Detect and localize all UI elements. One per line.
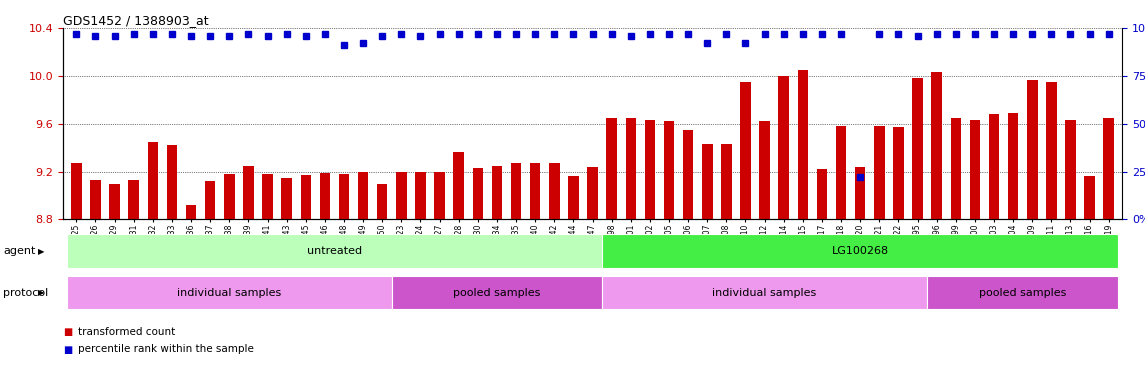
Bar [836,126,846,219]
Text: ■: ■ [63,345,72,354]
Bar [224,174,235,219]
Bar [682,130,694,219]
Bar [282,177,292,219]
Text: percentile rank within the sample: percentile rank within the sample [78,345,254,354]
Bar [759,122,769,219]
Bar [1008,113,1018,219]
Text: untreated: untreated [307,246,362,256]
Bar [377,183,387,219]
Bar [550,163,560,219]
Text: individual samples: individual samples [712,288,816,297]
Bar [1065,120,1076,219]
Bar [262,174,273,219]
Bar [702,144,712,219]
Bar [434,172,445,219]
Bar [392,276,602,309]
Bar [453,153,464,219]
Bar [491,166,503,219]
Bar [855,167,866,219]
Bar [109,183,120,219]
Text: pooled samples: pooled samples [453,288,540,297]
Bar [319,173,330,219]
Text: GDS1452 / 1388903_at: GDS1452 / 1388903_at [63,14,208,27]
Bar [816,169,827,219]
Bar [607,118,617,219]
Bar [167,145,177,219]
Bar [931,72,942,219]
Bar [779,76,789,219]
Bar [645,120,655,219]
Bar [587,167,598,219]
Bar [970,120,980,219]
Bar [530,163,540,219]
Bar [874,126,885,219]
Bar [128,180,139,219]
Bar [893,128,903,219]
Text: ■: ■ [63,327,72,337]
Bar [511,163,521,219]
Bar [66,234,602,268]
Bar [798,70,808,219]
Bar [396,172,406,219]
Bar [90,180,101,219]
Bar [358,172,369,219]
Text: ▶: ▶ [38,288,45,297]
Bar [185,205,196,219]
Text: protocol: protocol [3,288,49,297]
Bar [1047,82,1057,219]
Bar [416,172,426,219]
Bar [148,142,158,219]
Bar [1084,176,1095,219]
Bar [927,276,1119,309]
Bar [243,166,254,219]
Bar [950,118,961,219]
Bar [664,122,674,219]
Bar [625,118,635,219]
Bar [66,276,392,309]
Text: individual samples: individual samples [177,288,282,297]
Bar [740,82,751,219]
Bar [913,78,923,219]
Bar [473,168,483,219]
Bar [71,163,81,219]
Bar [602,234,1119,268]
Text: LG100268: LG100268 [831,246,889,256]
Bar [602,276,927,309]
Text: agent: agent [3,246,35,256]
Bar [300,175,311,219]
Bar [989,114,1000,219]
Text: transformed count: transformed count [78,327,175,337]
Text: pooled samples: pooled samples [979,288,1066,297]
Bar [1027,80,1037,219]
Bar [1104,118,1114,219]
Bar [721,144,732,219]
Bar [205,181,215,219]
Text: ▶: ▶ [38,247,45,256]
Bar [339,174,349,219]
Bar [568,176,578,219]
